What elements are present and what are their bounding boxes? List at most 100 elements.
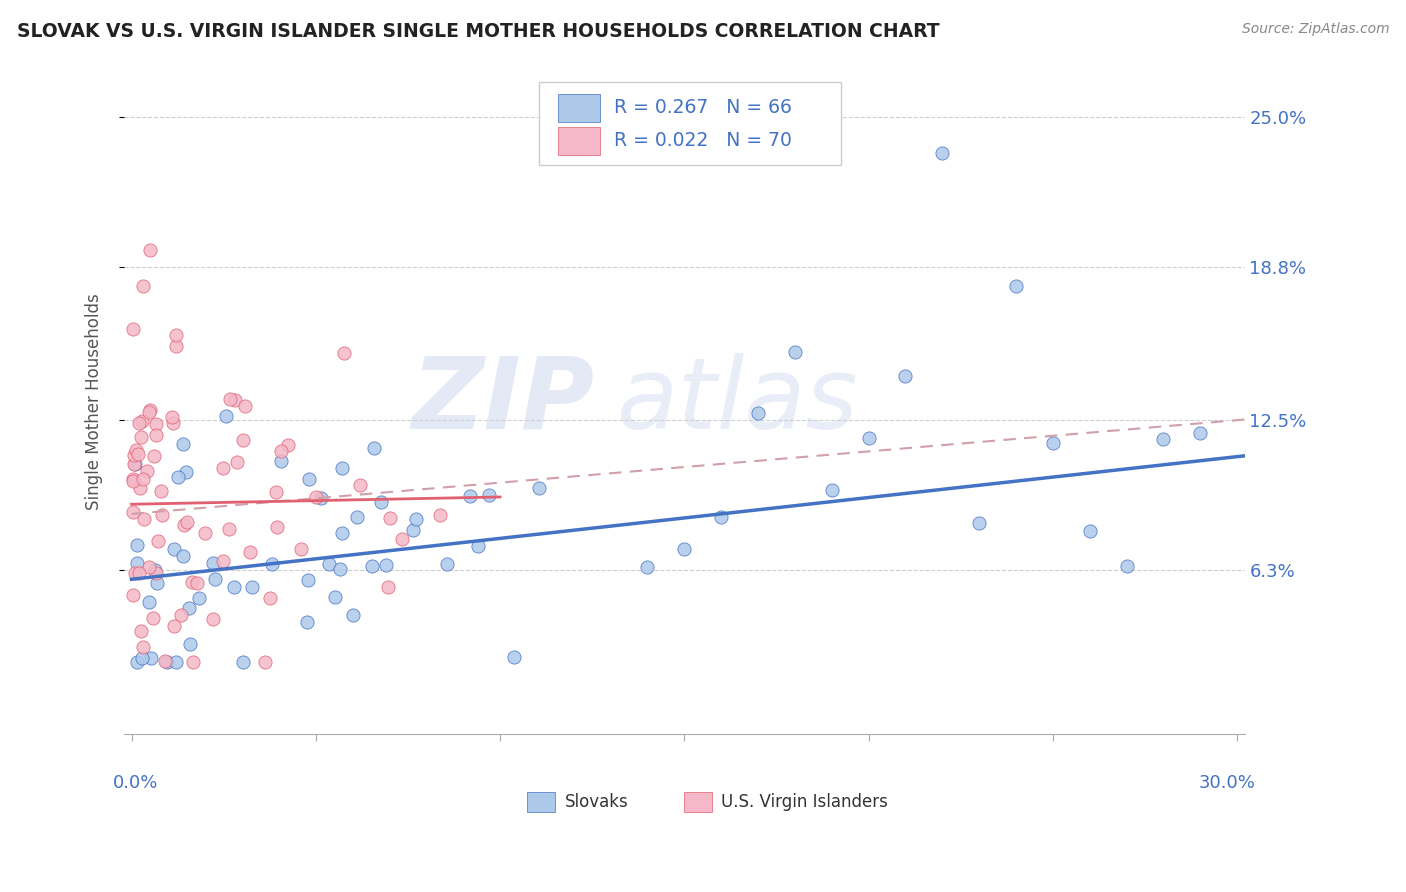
Point xyxy=(122,505,145,519)
Text: R = 0.267   N = 66: R = 0.267 N = 66 xyxy=(614,97,792,117)
Point xyxy=(124,566,146,581)
Point xyxy=(330,461,353,475)
FancyBboxPatch shape xyxy=(527,792,555,812)
Point xyxy=(333,345,356,359)
Point xyxy=(135,464,157,478)
Point xyxy=(122,474,145,488)
Point xyxy=(211,460,233,475)
Point xyxy=(277,438,299,452)
Point xyxy=(222,580,245,594)
FancyBboxPatch shape xyxy=(538,82,841,165)
Point xyxy=(134,511,156,525)
Point xyxy=(858,431,880,445)
Point xyxy=(467,539,489,553)
Point xyxy=(128,566,150,580)
Point xyxy=(226,455,249,469)
Point xyxy=(176,516,198,530)
Point xyxy=(186,575,208,590)
Point xyxy=(783,345,806,359)
Point xyxy=(264,484,287,499)
Point xyxy=(349,477,371,491)
Point xyxy=(201,556,224,570)
Point xyxy=(240,580,263,594)
Point xyxy=(821,483,844,498)
Point xyxy=(460,489,482,503)
Point xyxy=(150,484,173,499)
Point xyxy=(254,655,277,669)
Point xyxy=(145,428,167,442)
Point xyxy=(122,322,145,336)
Point xyxy=(131,279,153,293)
FancyBboxPatch shape xyxy=(685,792,713,812)
Point xyxy=(370,494,392,508)
Point xyxy=(142,450,165,464)
Point xyxy=(402,523,425,537)
Point xyxy=(181,574,204,589)
Point xyxy=(342,607,364,622)
Point xyxy=(215,409,238,424)
Point xyxy=(1078,524,1101,538)
Point xyxy=(224,392,246,407)
Point xyxy=(318,557,340,571)
Point xyxy=(377,580,399,594)
Point xyxy=(297,573,319,587)
Point xyxy=(363,442,385,456)
Point xyxy=(138,405,160,419)
Point xyxy=(361,558,384,573)
Point xyxy=(167,469,190,483)
Point xyxy=(673,541,696,556)
Point xyxy=(122,472,145,486)
Point xyxy=(194,526,217,541)
Point xyxy=(260,558,283,572)
Point xyxy=(127,447,149,461)
Point xyxy=(305,490,328,504)
Point xyxy=(122,457,145,471)
Point xyxy=(163,618,186,632)
Point xyxy=(165,655,187,669)
Point xyxy=(218,522,240,536)
Point xyxy=(202,612,225,626)
Point xyxy=(131,624,153,638)
Point xyxy=(165,339,187,353)
Point xyxy=(309,491,332,505)
Point xyxy=(375,558,398,573)
Point xyxy=(145,566,167,580)
Point xyxy=(177,601,200,615)
Point xyxy=(266,520,288,534)
Point xyxy=(188,591,211,605)
Point xyxy=(128,416,150,430)
Point xyxy=(477,488,499,502)
Point xyxy=(1042,436,1064,450)
Text: Slovaks: Slovaks xyxy=(564,793,628,811)
Point xyxy=(405,512,427,526)
Point xyxy=(346,509,368,524)
Point xyxy=(155,654,177,668)
Text: atlas: atlas xyxy=(617,353,859,450)
Point xyxy=(1115,559,1137,574)
Point xyxy=(129,430,152,444)
Point xyxy=(138,595,160,609)
FancyBboxPatch shape xyxy=(558,127,600,155)
Point xyxy=(125,556,148,570)
Point xyxy=(967,516,990,531)
Point xyxy=(145,417,167,432)
Point xyxy=(160,410,183,425)
Text: ZIP: ZIP xyxy=(412,353,595,450)
Point xyxy=(156,655,179,669)
Point xyxy=(124,443,146,458)
Point xyxy=(232,433,254,447)
Point xyxy=(129,481,152,495)
Point xyxy=(131,651,153,665)
Point xyxy=(125,538,148,552)
Point xyxy=(429,508,451,522)
Text: 0.0%: 0.0% xyxy=(112,774,159,792)
Point xyxy=(122,588,145,602)
Text: Source: ZipAtlas.com: Source: ZipAtlas.com xyxy=(1241,22,1389,37)
Point xyxy=(436,558,458,572)
Point xyxy=(259,591,281,605)
Point xyxy=(127,655,149,669)
Point xyxy=(503,650,526,665)
Point xyxy=(232,655,254,669)
Point xyxy=(139,651,162,665)
Point xyxy=(529,481,551,495)
